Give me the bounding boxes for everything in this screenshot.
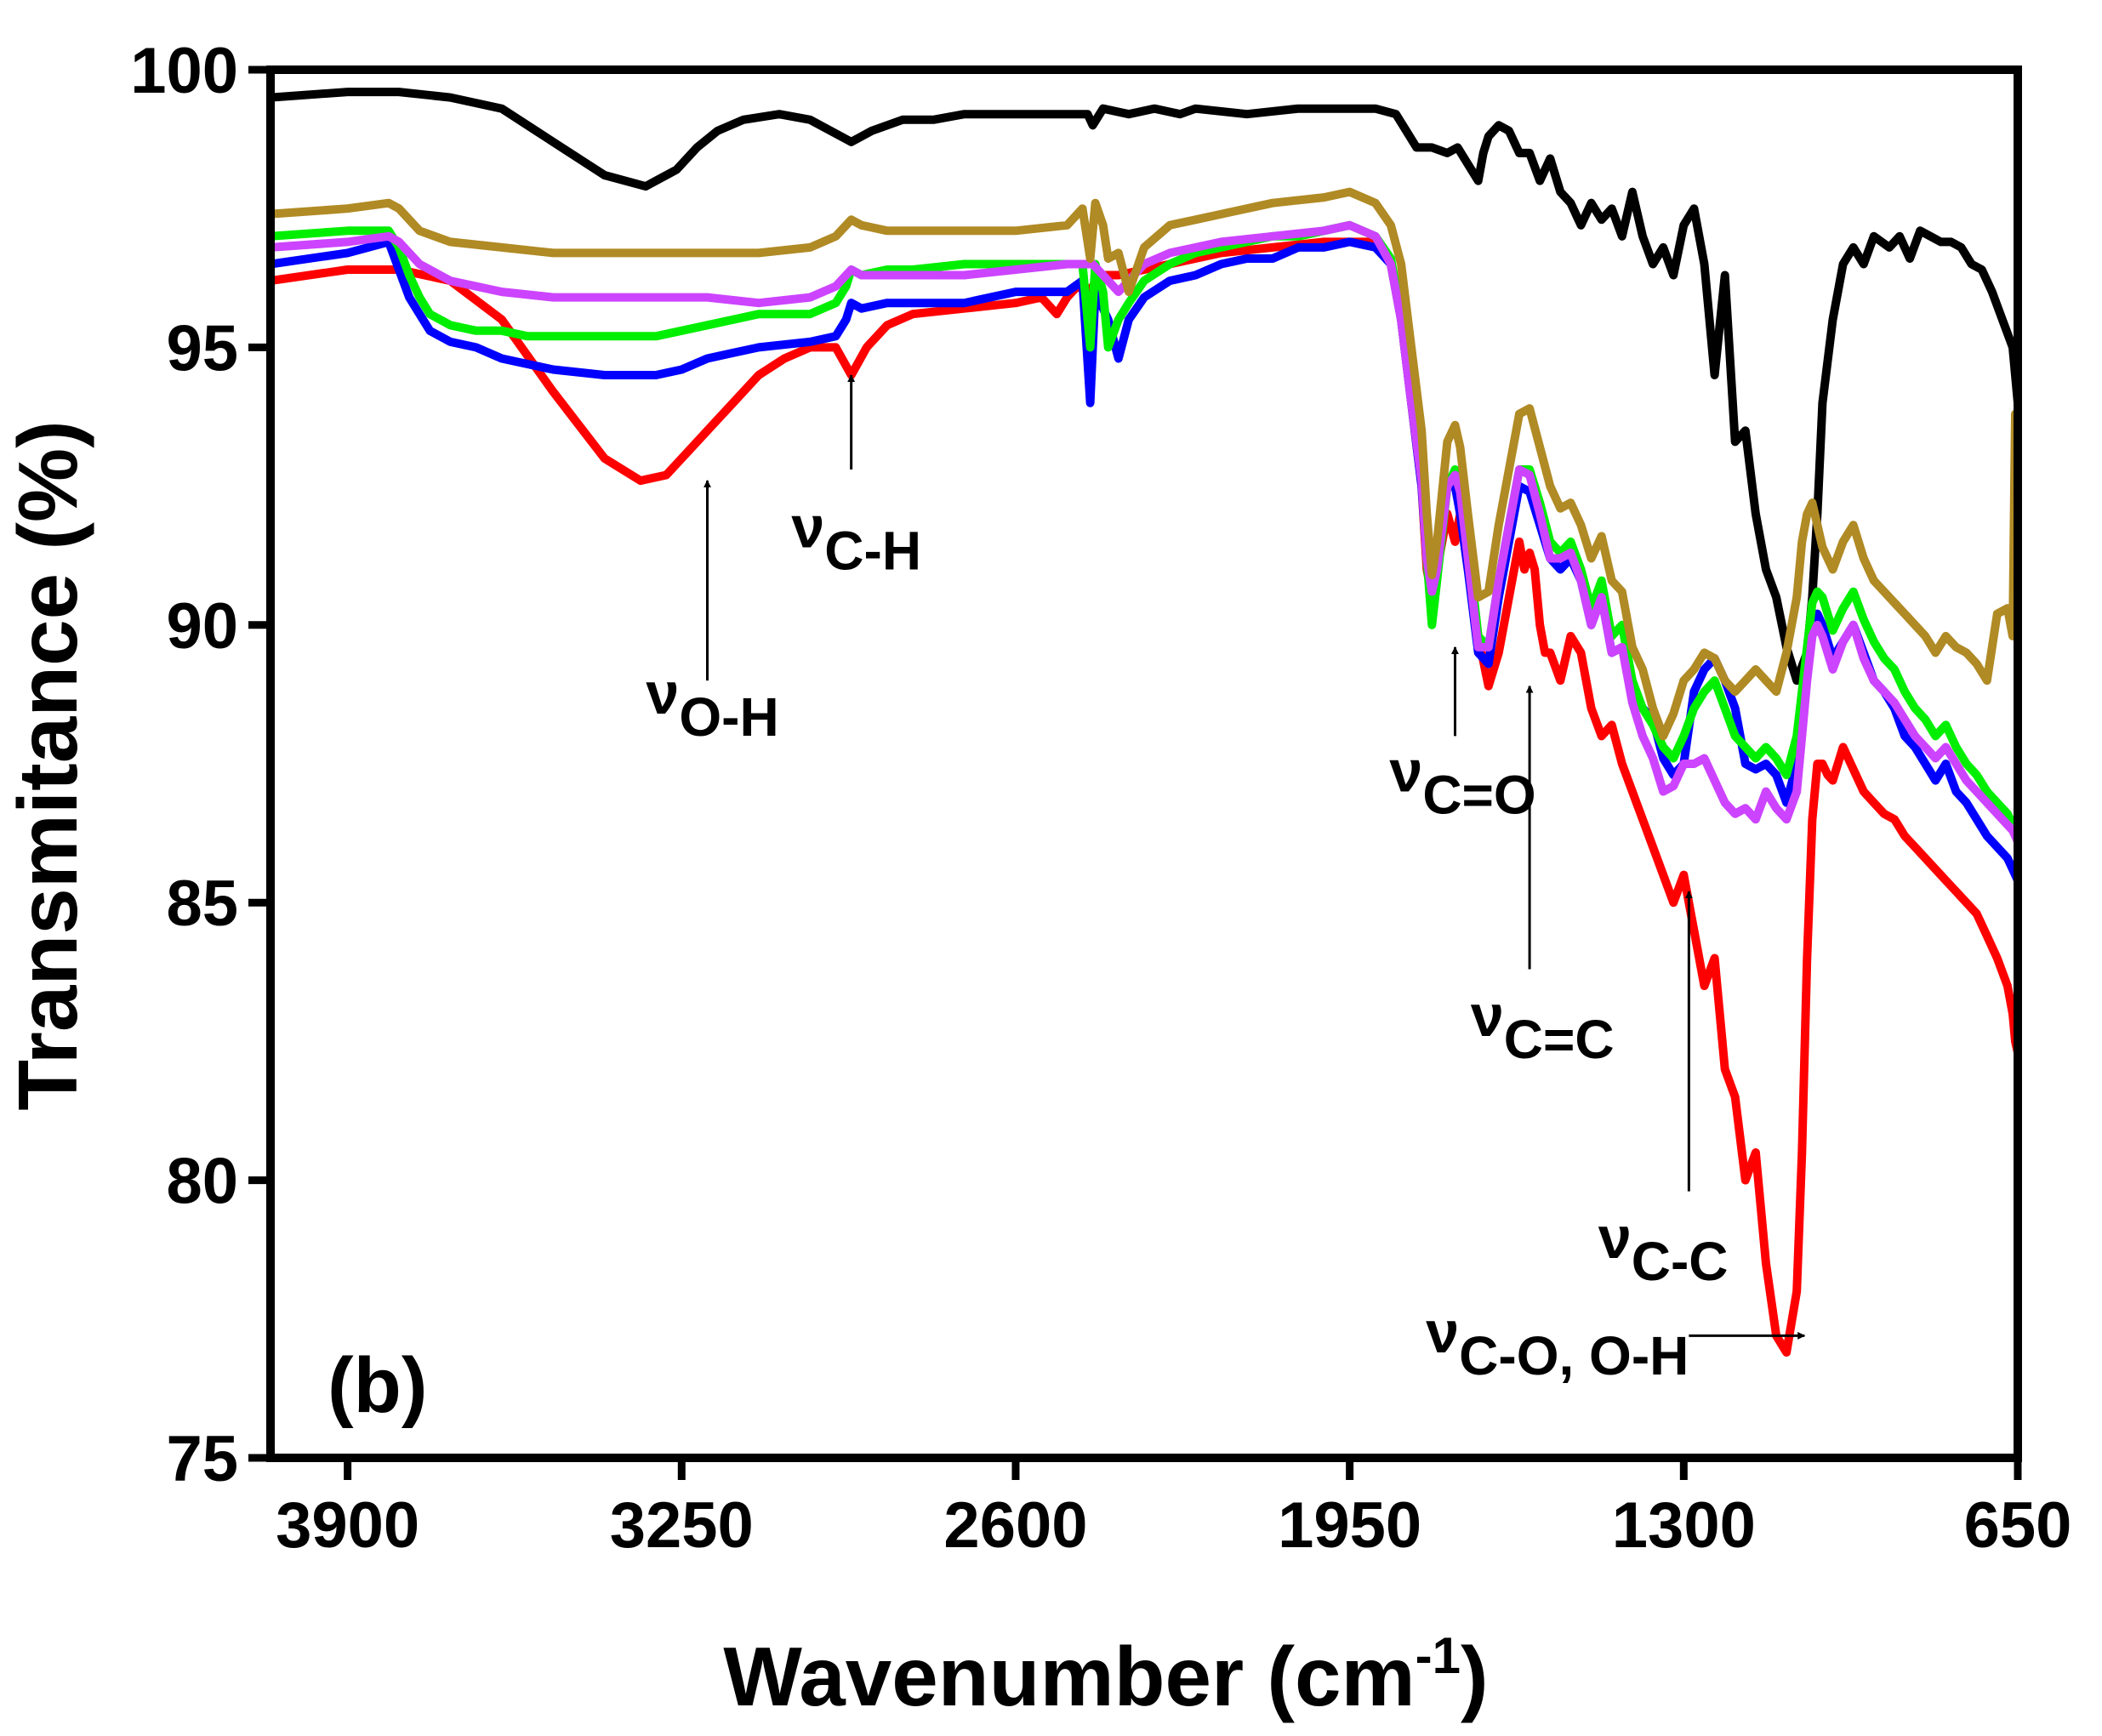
annotation-subscript: C=C	[1504, 1009, 1615, 1070]
x-tick-label: 3250	[610, 1489, 754, 1562]
annotation-subscript: C-C	[1632, 1231, 1729, 1292]
x-tick-label: 3900	[276, 1489, 419, 1562]
annotation-symbol: ν	[1471, 982, 1504, 1049]
y-tick-label: 95	[166, 312, 238, 384]
annotation-label-coh: νC-O, O-H	[1426, 1299, 1689, 1386]
annotation-symbol: ν	[1426, 1299, 1459, 1365]
annotation-subscript: O-H	[679, 686, 778, 748]
series-line-red	[271, 237, 2018, 1357]
y-tick-label: 80	[166, 1146, 238, 1218]
y-tick-label: 90	[166, 590, 238, 663]
annotation-subscript: C=O	[1422, 765, 1535, 826]
annotation-label-cc1: νC-C	[1598, 1204, 1729, 1292]
annotation-label-ch: νC-H	[791, 493, 921, 581]
x-axis-label-close: )	[1461, 1630, 1489, 1723]
series-line-magenta	[271, 220, 2018, 846]
series-line-olive	[271, 187, 2018, 741]
series-line-black	[271, 88, 2018, 686]
x-tick-label: 650	[1964, 1489, 2072, 1562]
y-tick-label: 75	[166, 1423, 238, 1495]
annotation-subscript: C-O, O-H	[1459, 1325, 1689, 1386]
plot-frame	[266, 65, 2022, 1462]
x-axis-label-main: Wavenumber (cm	[723, 1630, 1415, 1723]
annotation-label-co: νC=O	[1389, 738, 1535, 826]
x-tick-label: 1300	[1612, 1489, 1756, 1562]
x-axis-label-sup: -1	[1416, 1627, 1461, 1684]
annotation-subscript: C-H	[824, 520, 921, 581]
y-axis-label: Transmitance (%)	[1, 420, 94, 1110]
x-tick-label: 1950	[1278, 1489, 1421, 1562]
series-line-green	[271, 220, 2018, 840]
annotation-label-cc2: νC=C	[1471, 982, 1615, 1070]
annotation-symbol: ν	[1389, 738, 1422, 805]
annotation-label-oh: νO-H	[646, 660, 778, 748]
x-axis-label: Wavenumber (cm-1)	[723, 1627, 1488, 1723]
y-tick-label: 100	[130, 35, 238, 107]
x-tick-label: 2600	[943, 1489, 1087, 1562]
annotation-symbol: ν	[1598, 1204, 1632, 1271]
y-tick-label: 85	[166, 868, 238, 940]
panel-label: (b)	[328, 1342, 427, 1429]
annotation-symbol: ν	[791, 493, 824, 560]
annotation-symbol: ν	[646, 660, 679, 726]
